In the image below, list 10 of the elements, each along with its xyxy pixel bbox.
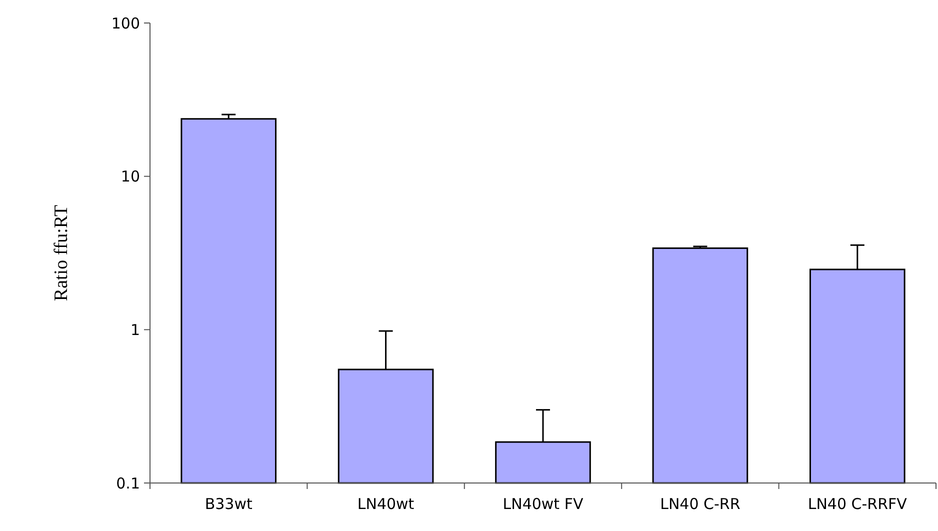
x-tick-label: LN40wt FV [502,495,584,513]
x-tick-label: B33wt [204,495,252,513]
x-tick-label: LN40wt [357,495,414,513]
x-tick-label: LN40 C-RRFV [808,495,908,513]
y-tick-label: 10 [120,168,140,186]
x-tick-label: LN40 C-RR [660,495,740,513]
y-tick-label: 100 [111,14,140,32]
y-axis-title: Ratio ffu:RT [51,204,72,302]
y-tick-label: 0.1 [116,474,140,492]
y-tick-label: 1 [130,320,140,339]
